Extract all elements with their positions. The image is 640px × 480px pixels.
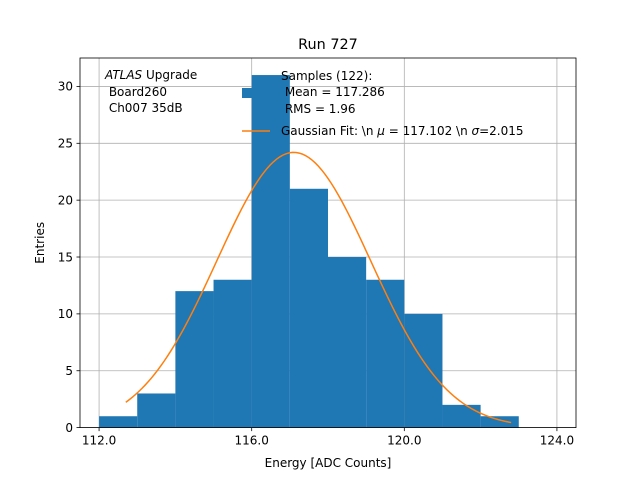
x-axis-ticks: 112.0 116.0 120.0 124.0: [82, 427, 574, 448]
y-axis-ticks: 0 5 10 15 20 25 30: [58, 80, 80, 435]
x-tick-label: 116.0: [235, 434, 269, 448]
legend: Samples (122): Mean = 117.286 RMS = 1.96…: [242, 69, 524, 138]
histogram-bar: [480, 416, 519, 428]
legend-fit-suffix: =2.015: [479, 124, 523, 138]
histogram-bar: [99, 416, 138, 428]
annotation-line-2: Board260: [105, 85, 167, 99]
fit-curve-layer: [125, 151, 512, 424]
chart-title: Run 727: [298, 37, 358, 53]
histogram-bar: [251, 75, 290, 428]
histogram-bar: [137, 393, 176, 428]
x-tick-label: 124.0: [540, 434, 574, 448]
histogram-bar: [404, 313, 443, 428]
annotation-line-1: ATLAS Upgrade: [104, 68, 197, 82]
y-tick-label: 15: [58, 250, 73, 264]
histogram-bar: [175, 291, 214, 428]
atlas-annotation: ATLAS Upgrade Board260 Ch007 35dB: [104, 68, 197, 115]
annotation-line-3: Ch007 35dB: [105, 101, 183, 115]
gaussian-fit-curve: [125, 151, 512, 424]
histogram-bar: [289, 188, 328, 428]
legend-fit-prefix: Gaussian Fit: \n: [281, 124, 377, 138]
legend-fit-mu: μ: [376, 124, 385, 138]
legend-fit-sigma: σ: [472, 124, 480, 138]
annotation-italic: ATLAS: [104, 68, 143, 82]
plot-frame: [79, 57, 577, 429]
x-tick-label: 120.0: [387, 434, 421, 448]
annotation-rest: Upgrade: [142, 68, 197, 82]
histogram-bar: [213, 279, 252, 428]
y-axis-label: Entries: [33, 222, 47, 264]
y-tick-label: 0: [65, 421, 73, 435]
y-tick-label: 25: [58, 137, 73, 151]
y-tick-label: 5: [65, 364, 73, 378]
y-tick-label: 10: [58, 307, 73, 321]
x-tick-label: 112.0: [82, 434, 116, 448]
legend-histogram-line-3: RMS = 1.96: [281, 102, 356, 116]
legend-histogram-swatch: [242, 88, 270, 98]
y-tick-label: 20: [58, 193, 73, 207]
legend-fit-label: Gaussian Fit: \n μ = 117.102 \n σ=2.015: [281, 124, 524, 138]
histogram-bar: [328, 257, 367, 428]
legend-fit-mid: = 117.102 \n: [385, 124, 472, 138]
legend-histogram-line-2: Mean = 117.286: [281, 85, 385, 99]
legend-histogram-line-1: Samples (122):: [281, 69, 372, 83]
histogram-bar: [366, 279, 405, 428]
x-axis-label: Energy [ADC Counts]: [265, 456, 392, 470]
histogram-bars: [99, 75, 519, 428]
histogram-bar: [442, 404, 481, 428]
y-tick-label: 30: [58, 80, 73, 94]
